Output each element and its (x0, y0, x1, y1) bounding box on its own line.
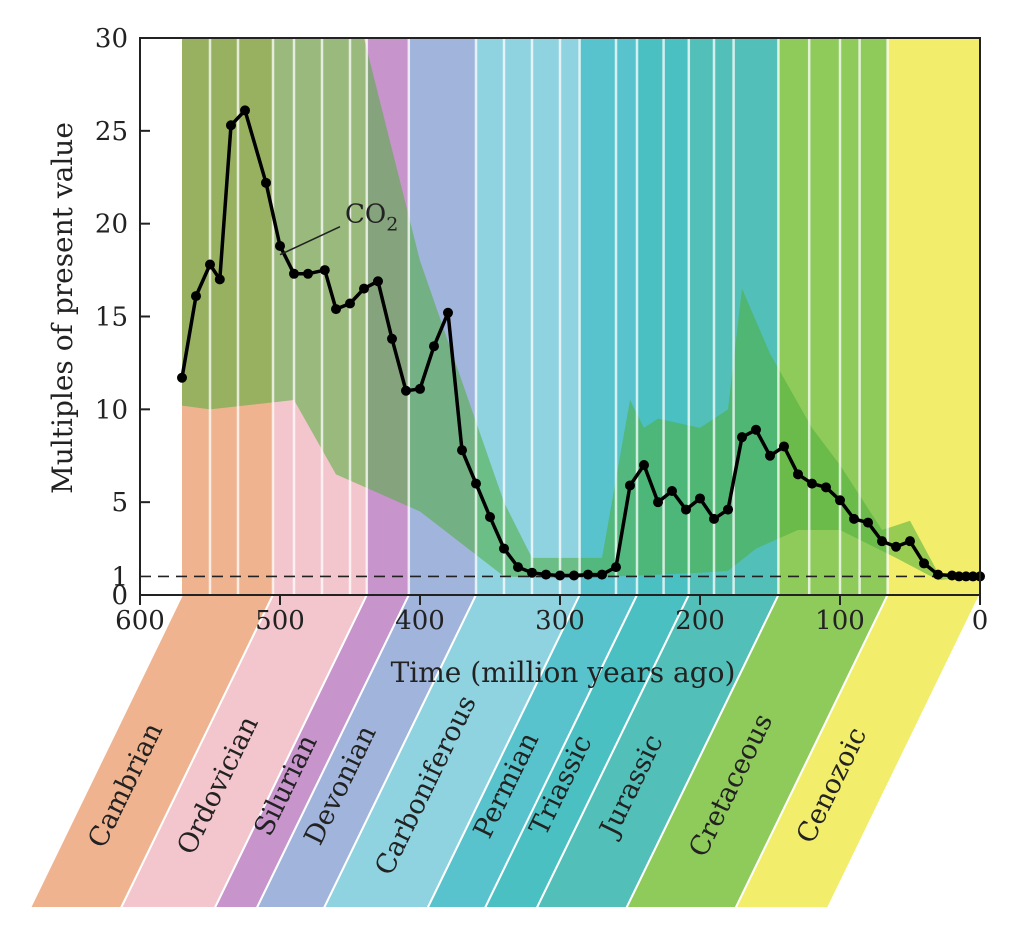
co2-point (807, 478, 817, 489)
co2-point (919, 558, 929, 569)
co2-annotation-subscript: 2 (386, 214, 398, 236)
co2-point (877, 536, 887, 547)
co2-point (863, 517, 873, 528)
co2-point (191, 291, 201, 302)
co2-point (821, 482, 831, 493)
co2-point (359, 283, 369, 294)
co2-point (401, 385, 411, 396)
co2-series (177, 105, 985, 582)
co2-point (319, 265, 330, 276)
co2-point (275, 240, 285, 251)
co2-point (723, 504, 733, 515)
co2-point (709, 513, 719, 524)
co2-point (905, 536, 915, 547)
x-tick-label: 0 (972, 606, 989, 636)
x-axis: 600 500 400 300 200 100 0 (115, 595, 988, 636)
x-tick-label: 100 (815, 606, 865, 636)
co2-point (214, 274, 225, 285)
x-axis-title: Time (million years ago) (391, 656, 736, 689)
co2-point (513, 562, 523, 573)
co2-point (653, 497, 663, 508)
co2-point (625, 480, 635, 491)
y-tick-label: 15 (95, 303, 128, 333)
co2-point (793, 469, 803, 480)
x-tick-label: 600 (115, 606, 165, 636)
y-axis-title: Multiples of present value (46, 122, 79, 494)
co2-point (639, 460, 649, 471)
co2-point (485, 512, 495, 523)
co2-point (569, 570, 579, 581)
co2-point (597, 569, 607, 580)
co2-point (240, 105, 250, 116)
co2-point (849, 513, 859, 524)
co2-point (933, 569, 943, 580)
x-tick-label: 200 (675, 606, 725, 636)
co2-point (331, 304, 341, 315)
co2-point (835, 495, 845, 506)
co2-point (373, 276, 383, 287)
co2-point (527, 567, 537, 578)
co2-annotation: CO2 (279, 200, 398, 256)
co2-point (961, 571, 971, 582)
co2-point (968, 571, 978, 582)
co2-point (751, 424, 761, 435)
co2-point (891, 541, 901, 552)
co2-point (499, 543, 509, 554)
y-tick-label: 0 (111, 581, 128, 611)
co2-point (954, 571, 964, 582)
co2-point (667, 486, 677, 497)
co2-point (779, 441, 789, 452)
co2-point (415, 383, 425, 394)
x-tick-label: 400 (395, 606, 445, 636)
x-tick-label: 500 (255, 606, 305, 636)
period-band-cenozoic (887, 38, 980, 595)
period-strips (28, 594, 982, 909)
co2-point (765, 450, 775, 461)
co2-point (457, 445, 467, 456)
co2-point (387, 333, 397, 344)
co2-point (695, 493, 705, 504)
co2-point (681, 504, 691, 515)
y-tick-label: 25 (95, 117, 128, 147)
y-tick-label: 5 (111, 488, 128, 518)
co2-point (205, 259, 215, 270)
co2-point (611, 562, 621, 573)
x-tick-label: 300 (535, 606, 585, 636)
co2-point (289, 268, 299, 279)
co2-point (177, 372, 187, 383)
co2-point (429, 341, 439, 352)
y-tick-label: 20 (95, 210, 128, 240)
co2-point (471, 478, 481, 489)
co2-point (226, 120, 236, 131)
co2-annotation-label: CO2 (345, 200, 398, 236)
y-tick-label: 1 (111, 562, 128, 592)
co2-annotation-leader (279, 225, 341, 256)
co2-point (443, 307, 453, 318)
y-tick-label: 30 (95, 24, 128, 54)
y-tick-label: 10 (95, 395, 128, 425)
co2-point (555, 570, 565, 581)
co2-annotation-main: CO (345, 200, 386, 230)
co2-point (345, 298, 355, 309)
gridlines (208, 38, 889, 595)
co2-point (583, 569, 593, 580)
co2-point (303, 268, 313, 279)
co2-point (541, 569, 551, 580)
co2-point (261, 177, 271, 188)
co2-point (737, 432, 747, 443)
